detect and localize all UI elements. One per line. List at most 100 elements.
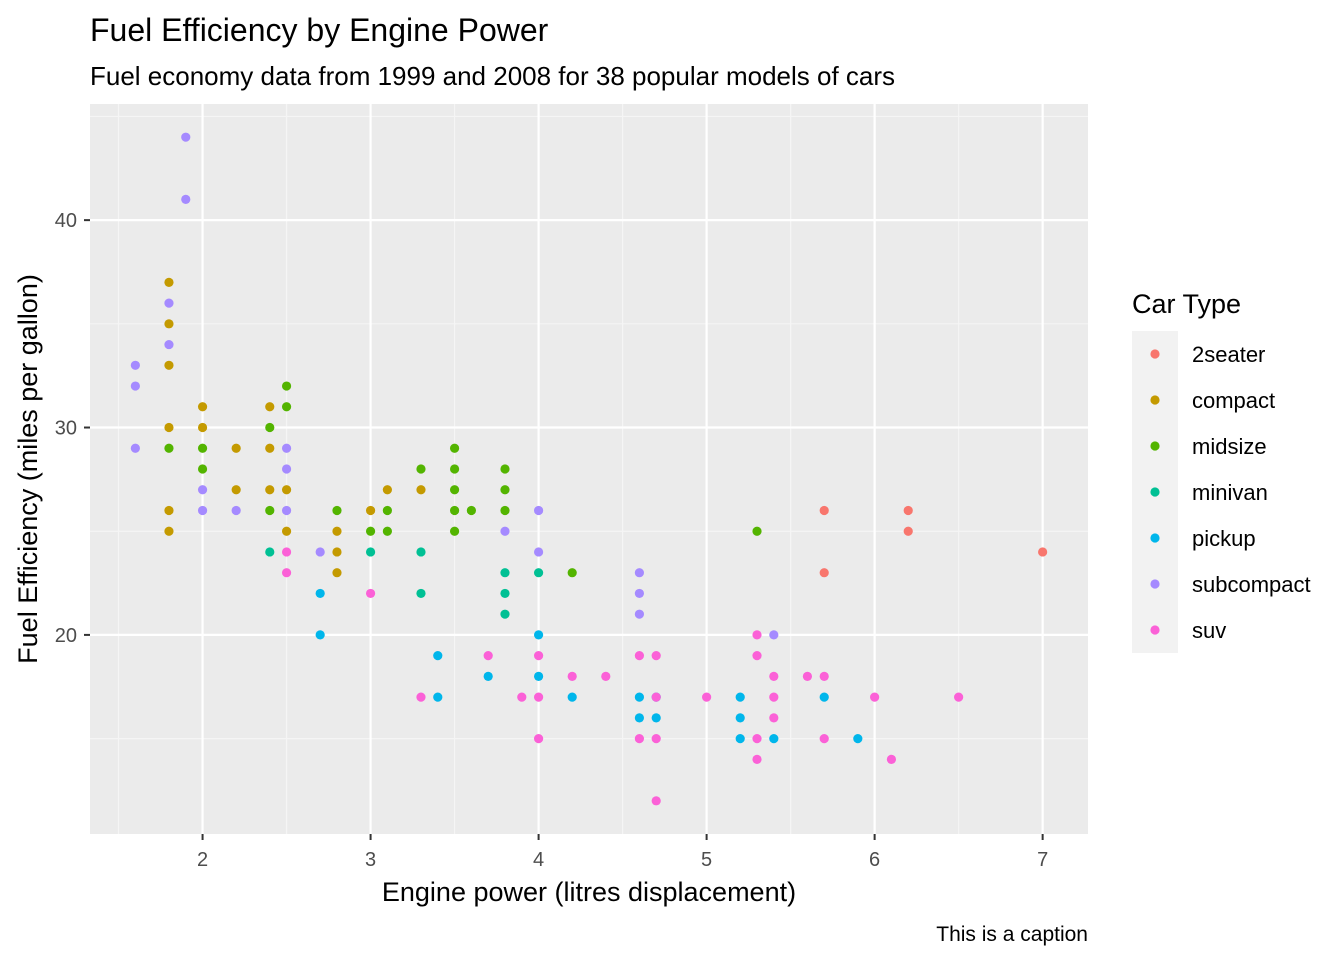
point-subcompact xyxy=(533,547,544,557)
point-suv xyxy=(819,734,829,744)
point-2seater xyxy=(903,505,913,516)
point-pickup xyxy=(735,713,745,723)
legend-label-pickup: pickup xyxy=(1192,526,1256,551)
point-suv xyxy=(651,796,661,806)
point-compact xyxy=(164,319,174,329)
point-midsize xyxy=(332,505,342,516)
point-pickup xyxy=(533,630,544,640)
point-2seater xyxy=(819,568,829,578)
point-subcompact xyxy=(533,505,544,516)
legend-title: Car Type xyxy=(1132,289,1241,319)
point-compact xyxy=(332,526,342,536)
point-subcompact xyxy=(231,505,241,516)
point-compact xyxy=(265,402,275,412)
point-compact xyxy=(231,443,241,453)
y-tick-label: 20 xyxy=(55,625,77,647)
point-suv xyxy=(886,754,897,764)
y-tick-label: 30 xyxy=(55,418,77,440)
point-subcompact xyxy=(181,194,191,204)
legend: 2seater compact midsize minivan pickup subcom… xyxy=(1150,342,1311,643)
point-pickup xyxy=(651,713,661,723)
point-pickup xyxy=(315,630,325,640)
legend-key-2seater xyxy=(1150,349,1160,359)
point-minivan xyxy=(500,568,510,578)
point-minivan xyxy=(416,588,426,599)
point-midsize xyxy=(449,443,460,453)
point-midsize xyxy=(500,464,510,474)
legend-label-2seater: 2seater xyxy=(1192,342,1265,367)
point-compact xyxy=(197,422,208,433)
point-compact xyxy=(365,505,376,516)
point-suv xyxy=(752,734,762,744)
chart-caption: This is a caption xyxy=(936,923,1088,946)
point-minivan xyxy=(500,588,510,599)
point-subcompact xyxy=(315,547,325,557)
point-suv xyxy=(533,651,544,661)
point-midsize xyxy=(164,443,174,453)
legend-key-compact xyxy=(1150,395,1160,405)
point-midsize xyxy=(265,422,275,433)
legend-key-midsize xyxy=(1150,441,1160,451)
point-pickup xyxy=(433,651,443,661)
point-subcompact xyxy=(281,443,292,453)
point-suv xyxy=(651,692,661,702)
x-tick-label: 5 xyxy=(701,849,712,871)
point-pickup xyxy=(533,671,544,681)
point-subcompact xyxy=(197,485,208,495)
legend-label-midsize: midsize xyxy=(1192,434,1267,459)
point-suv xyxy=(752,651,762,661)
point-midsize xyxy=(466,505,476,516)
point-pickup xyxy=(634,713,645,723)
point-minivan xyxy=(416,547,426,557)
point-suv xyxy=(567,671,577,681)
point-subcompact xyxy=(769,630,779,640)
point-midsize xyxy=(281,402,292,412)
y-axis-label: Fuel Efficiency (miles per gallon) xyxy=(13,274,43,664)
point-midsize xyxy=(197,443,208,453)
point-compact xyxy=(197,402,208,412)
point-pickup xyxy=(735,692,745,702)
point-compact xyxy=(281,526,292,536)
y-tick-label: 40 xyxy=(55,210,77,232)
point-minivan xyxy=(365,547,376,557)
point-compact xyxy=(332,547,342,557)
point-subcompact xyxy=(164,339,174,350)
legend-label-minivan: minivan xyxy=(1192,480,1268,505)
point-suv xyxy=(769,692,779,702)
y-axis-ticks: 20 30 40 xyxy=(55,210,90,647)
point-midsize xyxy=(382,505,392,516)
x-tick-label: 7 xyxy=(1037,849,1048,871)
point-pickup xyxy=(567,692,577,702)
point-midsize xyxy=(449,485,460,495)
point-midsize xyxy=(382,526,392,536)
x-axis-label: Engine power (litres displacement) xyxy=(382,877,796,907)
point-midsize xyxy=(449,464,460,474)
point-subcompact xyxy=(634,609,645,619)
point-pickup xyxy=(853,734,863,744)
legend-label-compact: compact xyxy=(1192,388,1275,413)
point-compact xyxy=(231,485,241,495)
point-midsize xyxy=(752,526,762,536)
x-tick-label: 4 xyxy=(533,849,544,871)
point-suv xyxy=(752,754,762,764)
legend-key-minivan xyxy=(1150,487,1160,497)
point-suv xyxy=(634,734,645,744)
point-compact xyxy=(164,505,174,516)
point-suv xyxy=(769,671,779,681)
point-compact xyxy=(382,485,392,495)
point-suv xyxy=(281,568,292,578)
point-compact xyxy=(265,443,275,453)
point-compact xyxy=(164,360,174,370)
point-2seater xyxy=(819,505,829,516)
chart-subtitle: Fuel economy data from 1999 and 2008 for… xyxy=(90,61,895,91)
point-midsize xyxy=(500,505,510,516)
point-compact xyxy=(164,526,174,536)
point-midsize xyxy=(449,505,460,516)
point-midsize xyxy=(265,505,275,516)
point-subcompact xyxy=(130,360,140,370)
x-tick-label: 6 xyxy=(869,849,880,871)
point-subcompact xyxy=(634,568,645,578)
point-midsize xyxy=(416,464,426,474)
legend-key-subcompact xyxy=(1150,579,1160,589)
